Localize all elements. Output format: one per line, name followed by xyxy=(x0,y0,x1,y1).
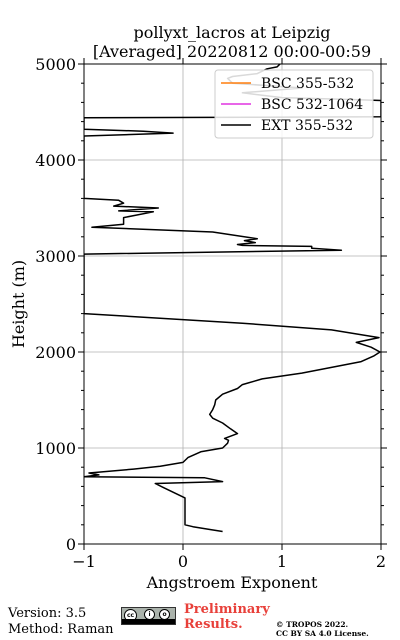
series-layer xyxy=(84,64,381,533)
series-line-ext-355-532 xyxy=(84,64,381,533)
chart-title-line1: pollyxt_lacros at Leipzig xyxy=(133,23,330,42)
y-tick-label: 0 xyxy=(66,535,76,554)
y-tick-label: 2000 xyxy=(35,343,76,362)
y-axis-label: Height (m) xyxy=(9,260,28,348)
footer-info: Version: 3.5 Method: Raman xyxy=(8,606,114,638)
x-tick-label: 1 xyxy=(277,552,287,571)
y-tick-label: 1000 xyxy=(35,439,76,458)
preliminary-line2: Results. xyxy=(184,617,243,632)
plot-frame xyxy=(83,63,382,545)
version-text: Version: 3.5 xyxy=(8,606,87,621)
x-axis-label: Angstroem Exponent xyxy=(146,573,318,592)
legend-box xyxy=(214,69,374,139)
x-tick-label: 2 xyxy=(376,552,386,571)
x-tick-label: −1 xyxy=(72,552,96,571)
cc-license-badge: cc i o xyxy=(121,607,176,625)
legend-label-bsc-355-532: BSC 355-532 xyxy=(261,76,354,92)
preliminary-notice: Preliminary Results. xyxy=(184,602,270,632)
license-line2: CC BY SA 4.0 License. xyxy=(276,629,369,638)
y-tick-label: 4000 xyxy=(35,151,76,170)
y-tick-label: 3000 xyxy=(35,247,76,266)
method-text: Method: Raman xyxy=(8,622,114,637)
x-tick-label: 0 xyxy=(178,552,188,571)
preliminary-line1: Preliminary xyxy=(184,602,270,617)
legend-label-ext-355-532: EXT 355-532 xyxy=(261,118,353,134)
license-line1: © TROPOS 2022. xyxy=(276,620,349,629)
license-notice: © TROPOS 2022. CC BY SA 4.0 License. xyxy=(276,620,369,638)
y-tick-label: 5000 xyxy=(35,55,76,74)
chart-title-line2: [Averaged] 20220812 00:00-00:59 xyxy=(93,42,371,61)
legend: BSC 355-532 BSC 532-1064 EXT 355-532 xyxy=(214,69,374,139)
legend-label-bsc-532-1064: BSC 532-1064 xyxy=(261,97,363,113)
